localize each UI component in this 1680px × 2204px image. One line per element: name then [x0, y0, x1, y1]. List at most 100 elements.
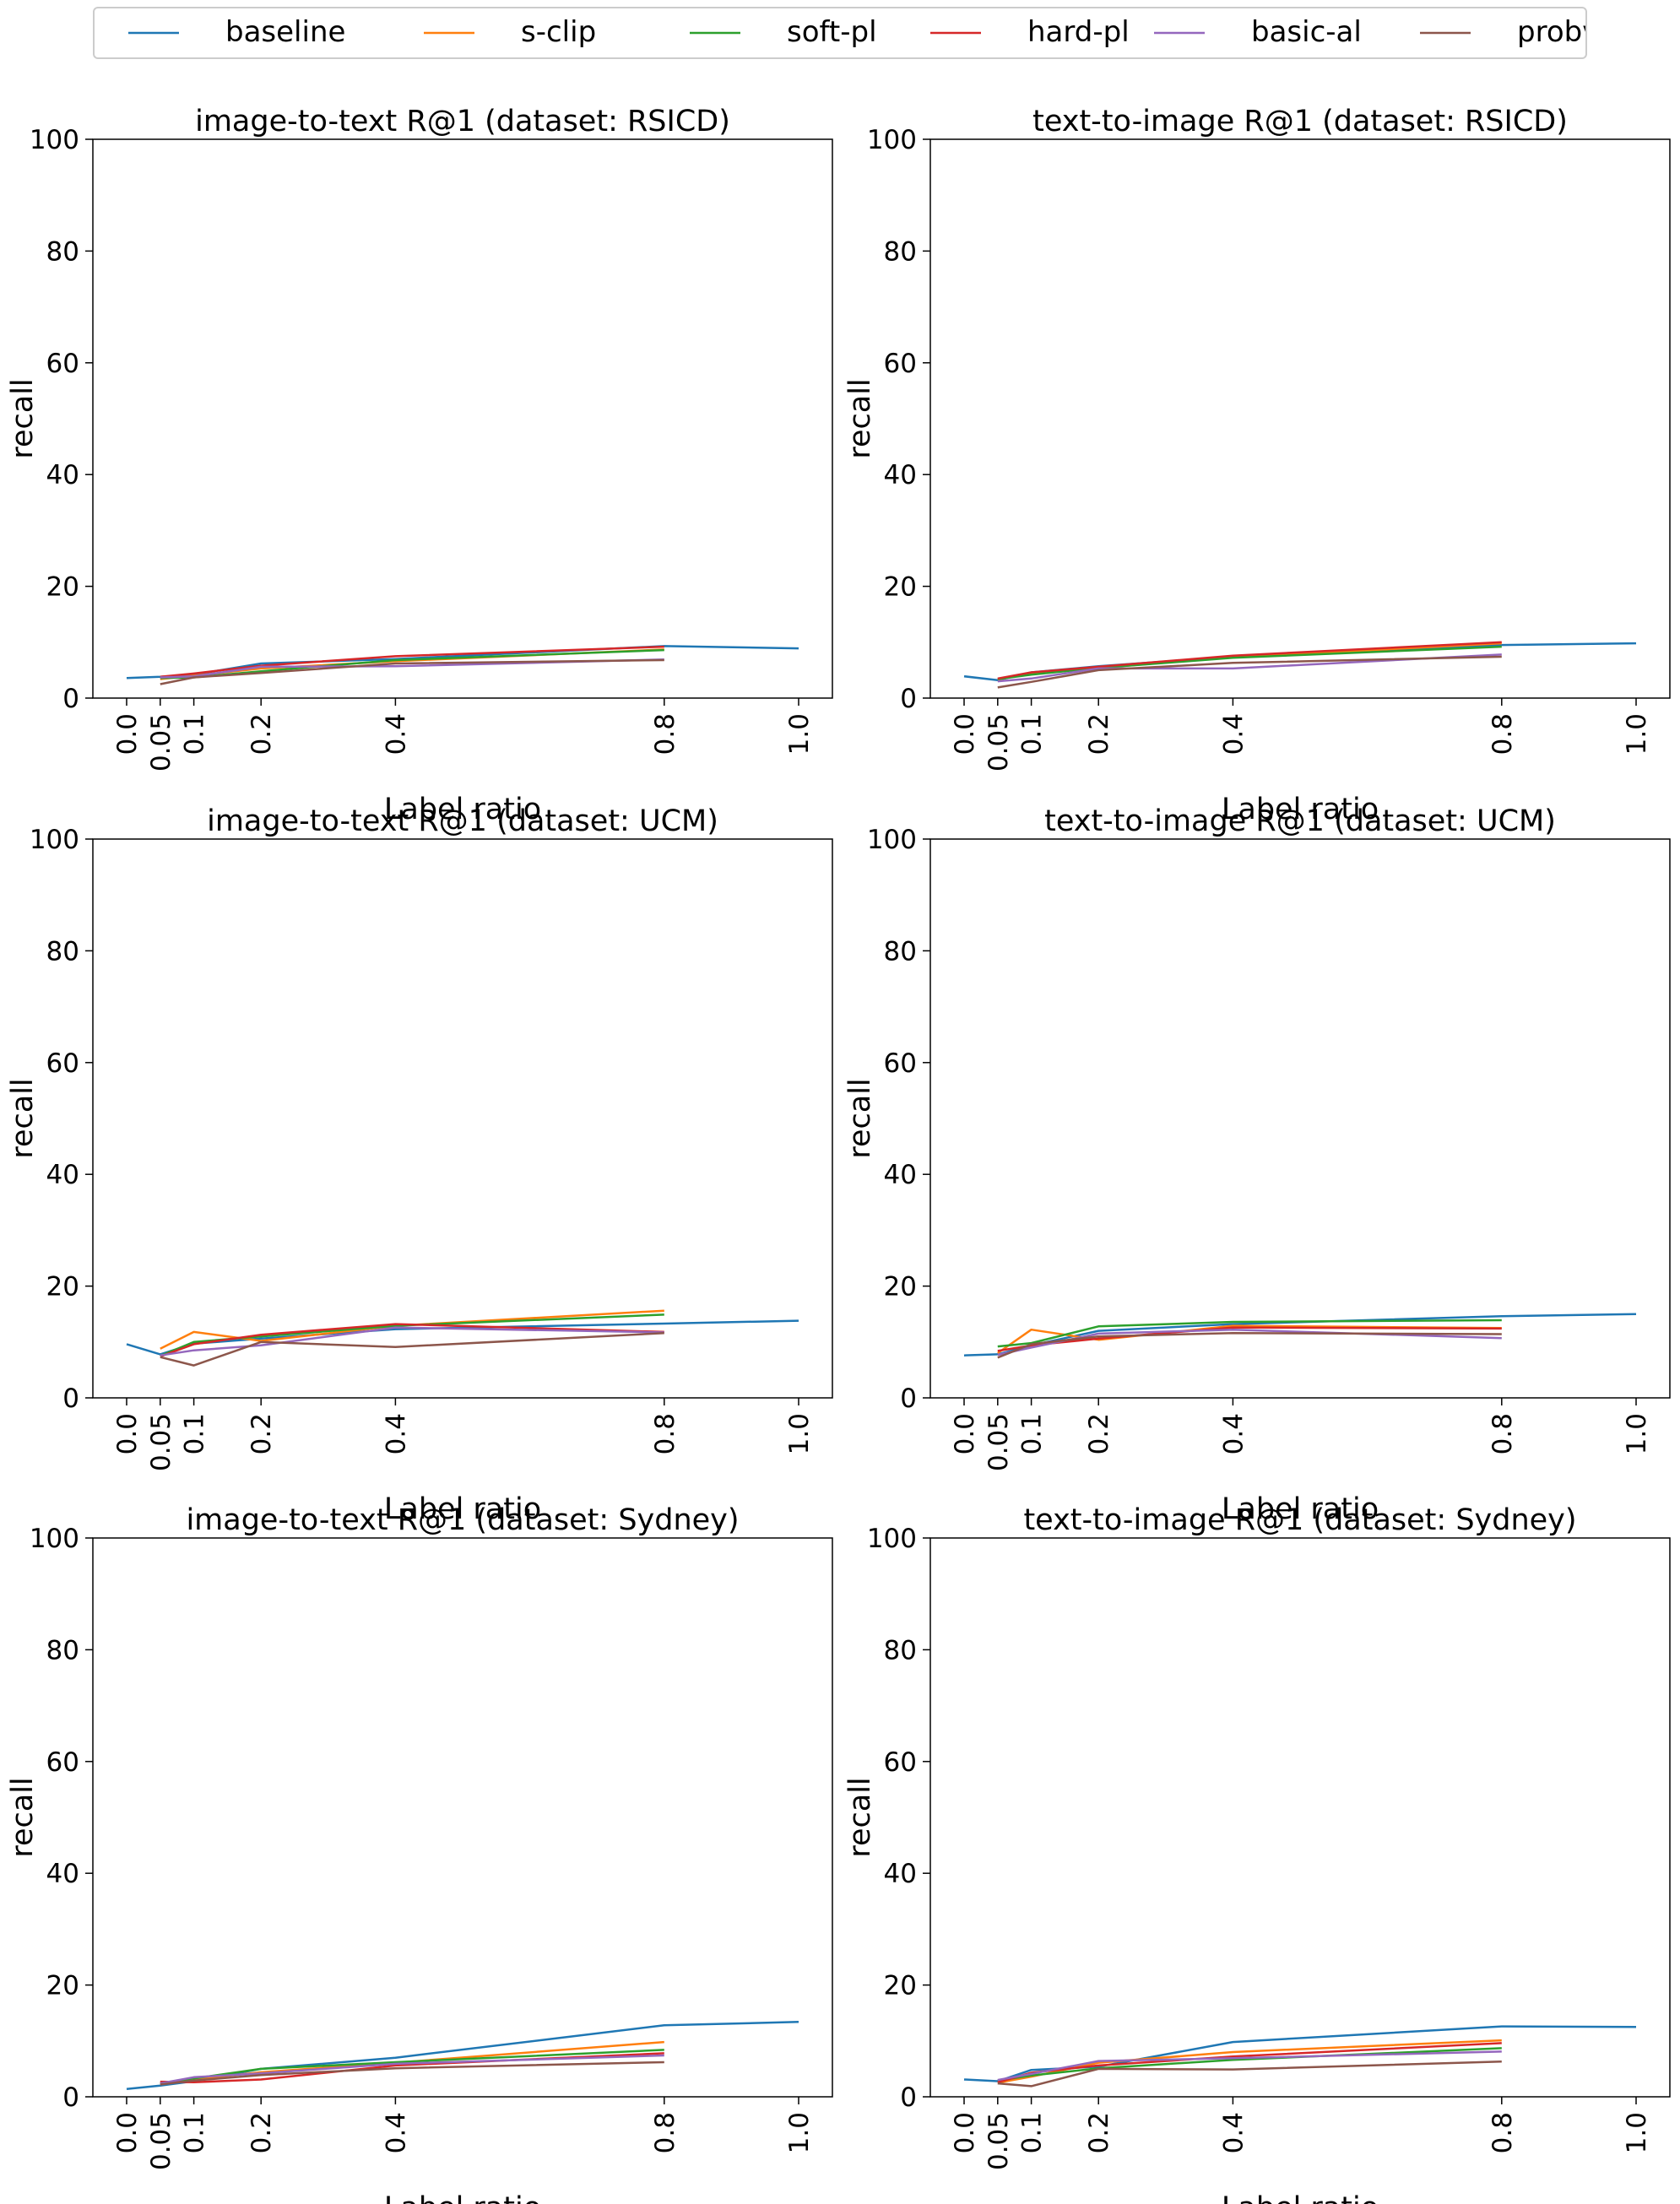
x-tick-label: 0.4 — [1218, 1413, 1249, 1454]
x-tick-label: 0.05 — [984, 2112, 1014, 2170]
chart-panel-4: text-to-image R@1 (dataset: UCM) 0 20 40 60 8… — [843, 804, 1671, 1526]
plot-frame — [92, 138, 833, 699]
x-tick-label: 0.2 — [247, 713, 277, 755]
x-tick-label: 1.0 — [784, 2112, 815, 2153]
y-tick-label: 0 — [900, 1384, 917, 1414]
x-tick-label: 0.8 — [1488, 2112, 1518, 2153]
y-tick-label: 60 — [884, 1747, 917, 1778]
series-line-basic-al — [160, 2054, 664, 2085]
x-tick-label: 0.4 — [1218, 2112, 1249, 2153]
plot-frame — [929, 1537, 1671, 2098]
plot-frame — [929, 838, 1671, 1399]
series-line-probvlm — [997, 1331, 1502, 1359]
series-line-soft-pl — [997, 1319, 1502, 1348]
y-tick-label: 80 — [46, 936, 79, 967]
y-tick-label: 60 — [884, 1048, 917, 1079]
y-tick-label: 100 — [867, 125, 917, 155]
y-tick-label: 100 — [867, 1524, 917, 1554]
x-tick-label: 0.05 — [984, 713, 1014, 772]
x-tick-label: 0.1 — [180, 2112, 210, 2153]
x-tick-label: 0.1 — [180, 1413, 210, 1454]
chart-panel-1: image-to-text R@1 (dataset: RSICD) 0 20 40 6… — [6, 105, 833, 826]
series-line-hard-pl — [997, 1326, 1502, 1352]
y-tick-label: 0 — [62, 1384, 79, 1414]
y-tick-label: 100 — [867, 825, 917, 855]
y-tick-label: 80 — [884, 936, 917, 967]
series-line-soft-pl — [160, 1313, 664, 1357]
series-line-baseline — [963, 2025, 1637, 2082]
y-tick-label: 20 — [884, 1971, 917, 2001]
x-axis-label: Label ratio — [384, 2191, 541, 2204]
chart-panel-3: image-to-text R@1 (dataset: UCM) 0 20 40 60 8… — [6, 804, 833, 1526]
series-line-s-clip — [997, 2039, 1502, 2084]
plot-frame — [929, 138, 1671, 699]
y-tick-label: 100 — [30, 125, 79, 155]
series-line-probvlm — [997, 2060, 1502, 2088]
chart-panel-5: image-to-text R@1 (dataset: Sydney) 0 20 40… — [6, 1503, 833, 2204]
x-tick-label: 0.2 — [1084, 1413, 1114, 1454]
y-tick-label: 80 — [884, 236, 917, 267]
x-tick-label: 1.0 — [1622, 1413, 1652, 1454]
series-line-baseline — [126, 2021, 799, 2090]
x-tick-label: 0.1 — [180, 713, 210, 755]
x-tick-label: 0.2 — [1084, 2112, 1114, 2153]
chart-title: text-to-image R@1 (dataset: UCM) — [1044, 804, 1556, 838]
x-tick-label: 0.2 — [1084, 713, 1114, 755]
y-tick-label: 100 — [30, 1524, 79, 1554]
plot-frame — [92, 1537, 833, 2098]
y-tick-label: 20 — [46, 1272, 79, 1302]
y-tick-label: 40 — [46, 1859, 79, 1889]
x-tick-label: 0.0 — [112, 713, 143, 755]
x-tick-label: 0.4 — [381, 713, 411, 755]
chart-title: text-to-image R@1 (dataset: RSICD) — [1032, 105, 1568, 138]
x-tick-label: 1.0 — [784, 713, 815, 755]
chart-title: text-to-image R@1 (dataset: Sydney) — [1023, 1503, 1576, 1537]
legend-label-hard-pl: hard-pl — [1027, 15, 1130, 49]
y-tick-label: 20 — [884, 1272, 917, 1302]
y-tick-label: 100 — [30, 825, 79, 855]
x-tick-label: 0.8 — [1488, 713, 1518, 755]
y-tick-label: 20 — [46, 572, 79, 603]
legend: baseline s-clip soft-pl hard-pl basic-al prob… — [93, 7, 1635, 59]
plot-frame — [92, 838, 833, 1399]
legend-svg: baseline s-clip soft-pl hard-pl basic-al prob… — [128, 15, 1635, 49]
y-tick-label: 40 — [884, 1859, 917, 1889]
y-tick-label: 80 — [46, 1635, 79, 1665]
x-tick-label: 0.8 — [650, 713, 680, 755]
x-tick-label: 0.0 — [950, 1413, 980, 1454]
x-tick-label: 0.0 — [112, 2112, 143, 2153]
series-line-baseline — [126, 1319, 799, 1356]
x-tick-label: 0.2 — [247, 1413, 277, 1454]
y-tick-label: 0 — [62, 684, 79, 714]
series-line-basic-al — [997, 2050, 1502, 2082]
x-axis-label: Label ratio — [1222, 1492, 1379, 1526]
chart-panel-2: text-to-image R@1 (dataset: RSICD) 0 20 40 6… — [843, 105, 1671, 826]
y-tick-label: 40 — [46, 1160, 79, 1190]
y-tick-label: 0 — [62, 2082, 79, 2113]
y-tick-label: 20 — [884, 572, 917, 603]
y-tick-label: 0 — [900, 2082, 917, 2113]
chart-title: image-to-text R@1 (dataset: RSICD) — [195, 105, 730, 138]
series-line-probvlm — [160, 1331, 664, 1367]
legend-label-soft-pl: soft-pl — [787, 15, 877, 49]
chart-panel-6: text-to-image R@1 (dataset: Sydney) 0 20 40… — [843, 1503, 1671, 2204]
y-axis-label: recall — [843, 1777, 877, 1857]
x-tick-label: 0.8 — [650, 1413, 680, 1454]
legend-label-basic-al: basic-al — [1251, 15, 1362, 49]
y-tick-label: 0 — [900, 684, 917, 714]
y-tick-label: 40 — [884, 1160, 917, 1190]
y-tick-label: 40 — [884, 460, 917, 490]
series-line-probvlm — [160, 2060, 664, 2086]
x-tick-label: 0.05 — [146, 1413, 176, 1471]
y-tick-label: 80 — [884, 1635, 917, 1665]
x-tick-label: 0.05 — [146, 713, 176, 772]
y-tick-label: 60 — [46, 349, 79, 379]
series-line-hard-pl — [160, 645, 664, 679]
x-tick-label: 0.8 — [650, 2112, 680, 2153]
series-line-s-clip — [997, 1324, 1502, 1355]
x-tick-label: 0.4 — [381, 1413, 411, 1454]
legend-label-baseline: baseline — [225, 15, 345, 49]
series-line-basic-al — [160, 658, 664, 679]
x-tick-label: 0.2 — [247, 2112, 277, 2153]
x-tick-label: 0.0 — [950, 713, 980, 755]
